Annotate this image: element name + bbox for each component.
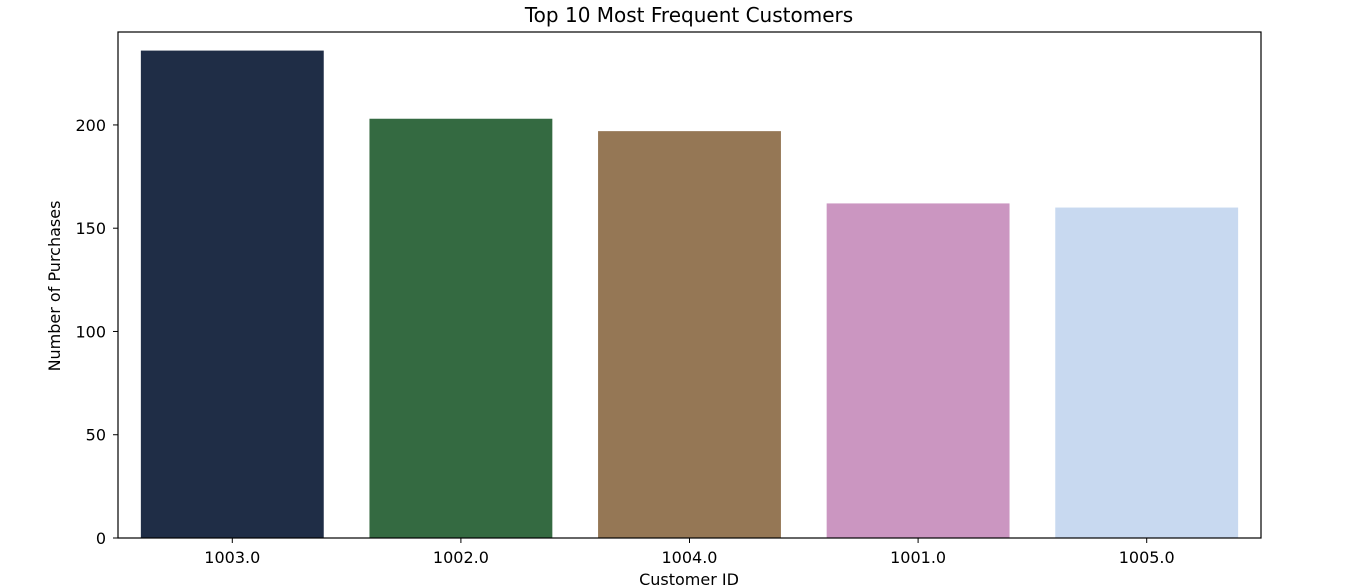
y-tick-label: 0 xyxy=(96,529,106,548)
bar-1004.0 xyxy=(598,131,781,538)
y-tick-label: 100 xyxy=(75,322,106,341)
bar-1001.0 xyxy=(826,203,1010,538)
bars-layer xyxy=(140,50,1239,538)
plot-frame xyxy=(117,31,1262,539)
x-tick-label: 1001.0 xyxy=(890,548,946,567)
y-tick-label: 150 xyxy=(75,219,106,238)
x-tick-label: 1002.0 xyxy=(433,548,489,567)
x-axis: 1003.0 1002.0 1004.0 1001.0 1005.0 xyxy=(204,538,1175,567)
bar-1002.0 xyxy=(369,118,553,538)
x-tick-label: 1005.0 xyxy=(1119,548,1175,567)
y-tick-label: 200 xyxy=(75,116,106,135)
x-axis-label: Customer ID xyxy=(639,570,739,585)
x-tick-label: 1003.0 xyxy=(204,548,260,567)
chart-title: Top 10 Most Frequent Customers xyxy=(524,3,853,27)
y-tick-label: 50 xyxy=(86,426,106,445)
bar-1005.0 xyxy=(1055,207,1239,538)
y-axis-label: Number of Purchases xyxy=(45,201,64,372)
bar-1003.0 xyxy=(140,50,324,538)
y-axis: 0 50 100 150 200 xyxy=(75,116,118,548)
x-tick-label: 1004.0 xyxy=(662,548,718,567)
